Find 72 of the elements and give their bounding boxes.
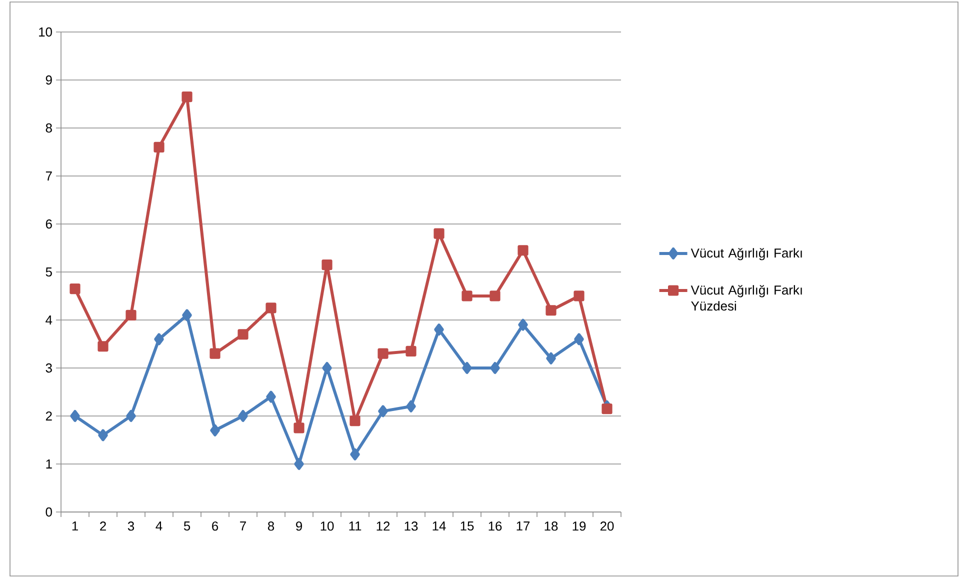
x-tick-label: 16 [488, 522, 502, 531]
point [490, 362, 500, 374]
point [154, 142, 164, 152]
y-tick-label: 2 [46, 411, 52, 421]
y-tick-label: 10 [39, 27, 52, 37]
x-tick-label: 8 [268, 522, 274, 531]
point [126, 310, 136, 320]
point [322, 259, 332, 270]
x-tick-label: 6 [212, 522, 218, 531]
point [322, 362, 332, 374]
point [518, 245, 528, 256]
point [490, 290, 500, 302]
point [462, 362, 472, 374]
y-tick-label: 4 [46, 316, 52, 324]
x-tick-label: 19 [572, 522, 586, 531]
x-tick-label: 18 [544, 522, 558, 531]
point [294, 458, 304, 470]
point [434, 324, 444, 336]
point [546, 305, 556, 316]
point [574, 290, 584, 302]
point [182, 91, 192, 102]
point [406, 346, 416, 356]
point [602, 403, 612, 414]
x-tick-label: 11 [349, 522, 362, 530]
point [182, 309, 192, 322]
y-tick-label: 3 [46, 363, 52, 373]
x-tick-label: 10 [320, 522, 334, 531]
point [378, 348, 388, 359]
x-tick-label: 3 [128, 522, 134, 531]
point [434, 228, 444, 239]
point [238, 410, 248, 422]
x-tick-label: 2 [100, 522, 106, 531]
point [266, 390, 276, 403]
point [154, 333, 164, 346]
x-tick-label: 12 [376, 522, 390, 531]
legend-label: Vücut Ağırlığı Farkı Yüzdesi [690, 284, 802, 311]
y-tick-label: 7 [46, 172, 52, 180]
point [350, 448, 360, 460]
point [350, 415, 360, 426]
point [574, 333, 584, 346]
point [210, 348, 220, 359]
x-tick-label: 7 [240, 522, 246, 530]
point [126, 410, 136, 422]
y-tick-label: 0 [46, 507, 52, 517]
x-tick-label: 14 [432, 522, 446, 530]
x-tick-label: 5 [184, 522, 190, 531]
point [378, 405, 388, 418]
y-tick-label: 8 [46, 123, 52, 133]
x-tick-label: 13 [404, 522, 418, 531]
point [70, 410, 80, 422]
x-tick-label: 15 [460, 522, 474, 531]
x-tick-label: 1 [72, 522, 78, 530]
x-tick-label: 17 [516, 522, 530, 530]
point [406, 400, 416, 412]
y-tick-label: 1 [46, 460, 52, 468]
point [462, 290, 472, 302]
x-tick-label: 4 [156, 522, 162, 530]
point [546, 352, 556, 364]
legend-label: Vücut Ağırlığı Farkı [690, 248, 802, 260]
y-tick-label: 9 [46, 75, 52, 85]
point [98, 341, 108, 352]
point [210, 424, 220, 436]
point [518, 318, 528, 331]
x-tick-label: 9 [296, 522, 302, 531]
point [238, 329, 248, 340]
point [98, 429, 108, 442]
y-tick-label: 6 [46, 219, 52, 229]
x-tick-label: 20 [600, 522, 614, 531]
point [294, 422, 304, 434]
y-tick-label: 5 [46, 267, 52, 276]
point [70, 283, 80, 294]
point [266, 302, 276, 314]
